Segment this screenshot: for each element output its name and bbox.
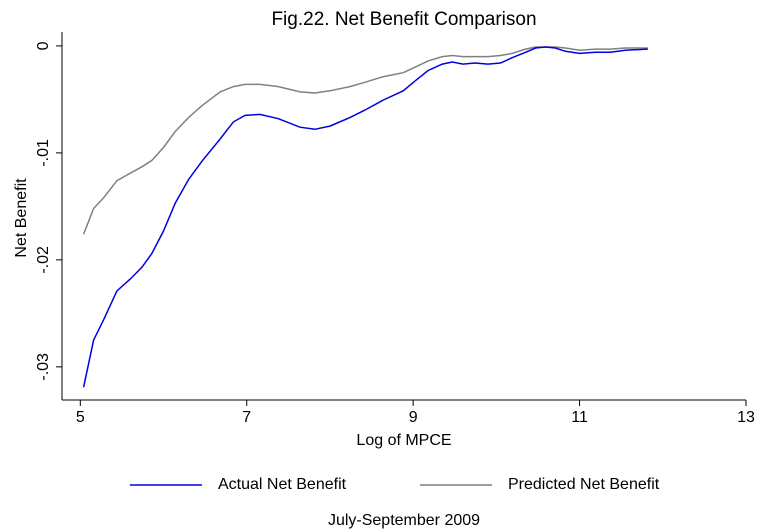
y-tick-label: -.03 [35,353,52,381]
y-tick-label: 0 [35,41,52,50]
x-tick-label: 13 [737,409,755,426]
x-tick-label: 5 [76,409,85,426]
legend-label: Predicted Net Benefit [508,476,660,493]
note: July-September 2009 [328,512,480,529]
x-tick-label: 7 [242,409,251,426]
legend-label: Actual Net Benefit [218,476,347,493]
y-axis-label: Net Benefit [13,178,30,258]
chart-title: Fig.22. Net Benefit Comparison [271,9,536,30]
series-line [82,46,648,388]
series-line [82,46,648,235]
x-axis-label: Log of MPCE [356,432,451,449]
y-tick-label: -.01 [35,139,52,167]
x-tick-label: 11 [571,409,588,426]
y-tick-label: -.02 [35,246,52,274]
x-tick-label: 9 [409,409,418,426]
